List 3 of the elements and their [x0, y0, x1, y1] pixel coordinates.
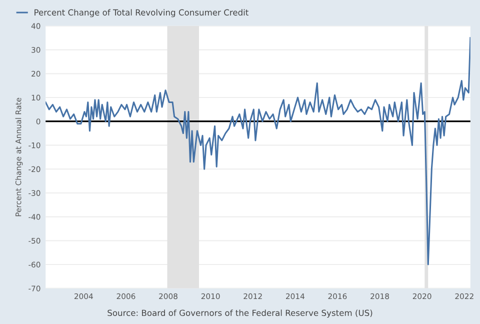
- source-note: Source: Board of Governors of the Federal Reserve System (US): [108, 310, 372, 318]
- line-series: [46, 37, 470, 266]
- legend-label: Percent Change of Total Revolving Consumer Credit: [34, 9, 248, 18]
